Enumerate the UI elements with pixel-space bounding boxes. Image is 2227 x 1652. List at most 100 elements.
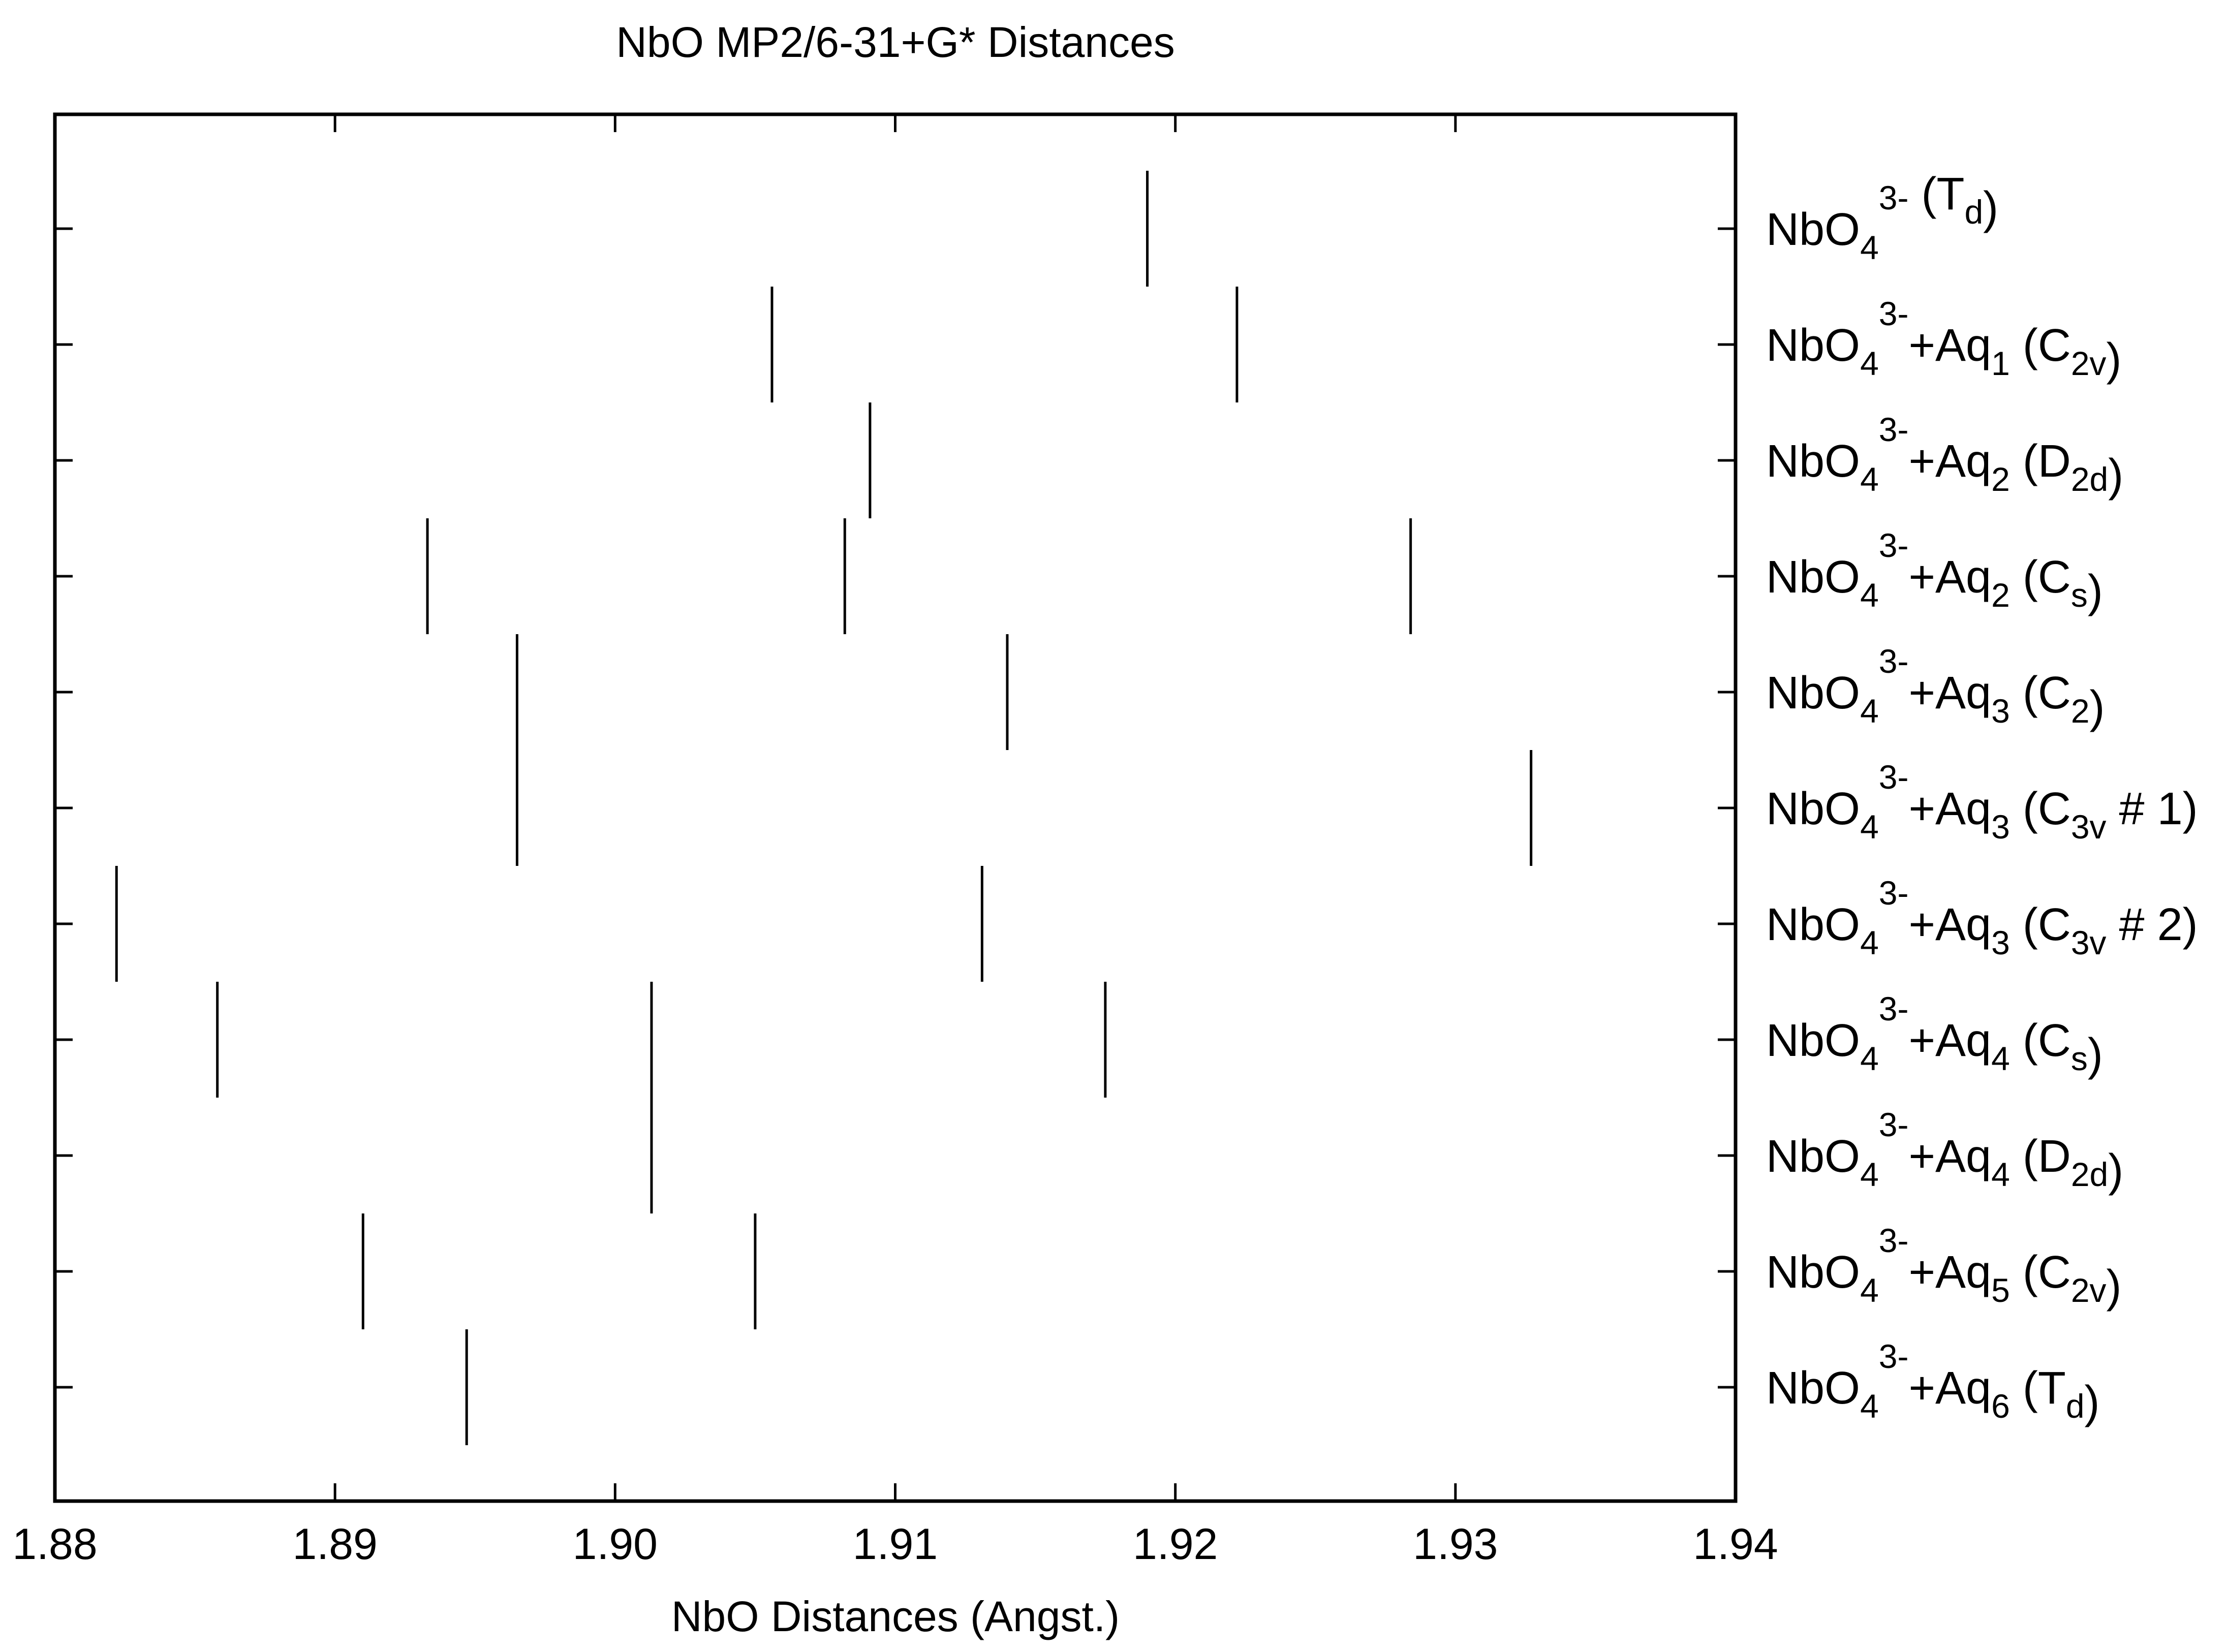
category-label-part: NbO: [1766, 1363, 1860, 1414]
category-label-close: ): [2090, 682, 2105, 733]
plot-frame: [53, 112, 1738, 1503]
category-label: NbO43-+Aq3 (C3v # 2): [1766, 874, 2198, 961]
category-label-part: NbO: [1766, 204, 1860, 255]
category-label-part: 2d: [2071, 460, 2108, 498]
category-label-part: 2: [1991, 576, 2010, 614]
category-label-part: 4: [1860, 345, 1879, 382]
category-label-spacer: (: [2010, 1015, 2038, 1066]
category-label-part: 3-: [1879, 642, 1909, 680]
category-label-part: 3: [1991, 692, 2010, 730]
category-label-part: 3-: [1879, 990, 1909, 1027]
category-label-part: 4: [1860, 576, 1879, 614]
category-label-part: Aq: [1935, 784, 1991, 834]
category-label-part: Aq: [1935, 1247, 1991, 1298]
category-label-part: 3-: [1879, 526, 1909, 564]
category-label-part: NbO: [1766, 1247, 1860, 1298]
category-label-spacer: (: [2010, 899, 2038, 950]
x-tick-label: 1.90: [573, 1520, 658, 1569]
category-label: NbO43-+Aq4 (Cs): [1766, 990, 2103, 1080]
category-label-spacer: (: [2010, 1247, 2038, 1298]
category-label-close: ): [2107, 1261, 2122, 1312]
category-label-part: 2d: [2071, 1156, 2108, 1193]
category-label-part: 3v: [2071, 808, 2107, 846]
category-label-part: 4: [1860, 924, 1879, 961]
x-tick-label: 1.89: [292, 1520, 377, 1569]
category-label: NbO43-+Aq3 (C2): [1766, 642, 2105, 733]
category-label-part: +: [1908, 668, 1935, 719]
category-label-part: NbO: [1766, 1131, 1860, 1182]
category-label-close: ): [2088, 1030, 2103, 1080]
category-label-part: NbO: [1766, 668, 1860, 719]
category-label-part: C: [2038, 1015, 2071, 1066]
category-label-part: Aq: [1935, 1363, 1991, 1414]
category-label-part: C: [2038, 1247, 2071, 1298]
category-label-close: ): [2088, 566, 2103, 617]
category-label-part: T: [2038, 1363, 2066, 1414]
x-tick-label: 1.93: [1413, 1520, 1498, 1569]
category-label-part: +: [1908, 1363, 1935, 1414]
category-label-part: 4: [1860, 1156, 1879, 1193]
category-label-part: NbO: [1766, 436, 1860, 487]
category-label-close: ): [2108, 1145, 2123, 1196]
category-label-part: D: [2038, 436, 2071, 487]
category-label-part: 4: [1991, 1156, 2010, 1193]
category-label-part: C: [2038, 552, 2071, 603]
category-label-part: +: [1908, 1131, 1935, 1182]
category-label-part: 5: [1991, 1271, 2010, 1309]
category-label-part: C: [2038, 668, 2071, 719]
y-axis-ticks: [55, 227, 1736, 1389]
category-label-part: C: [2038, 320, 2071, 371]
category-label-part: +: [1908, 320, 1935, 371]
category-labels: NbO43- (Td)NbO43-+Aq1 (C2v)NbO43-+Aq2 (D…: [1766, 169, 2198, 1428]
category-label-part: 3-: [1879, 1106, 1909, 1143]
category-label-part: +: [1908, 1015, 1935, 1066]
category-label-part: +: [1908, 436, 1935, 487]
category-label-part: # 2: [2107, 899, 2183, 950]
category-label-spacer: (: [2010, 436, 2038, 487]
category-label: NbO43- (Td): [1766, 169, 1998, 266]
category-label-part: s: [2071, 1040, 2088, 1077]
category-label-part: 2v: [2071, 345, 2107, 382]
category-label-part: +: [1908, 784, 1935, 834]
category-label-part: 3-: [1879, 295, 1909, 332]
category-label-part: 3-: [1879, 758, 1909, 796]
category-label-part: # 1: [2107, 784, 2183, 834]
category-label-spacer: (: [2010, 784, 2038, 834]
category-label: NbO43-+Aq3 (C3v # 1): [1766, 758, 2198, 846]
category-label-part: d: [2066, 1387, 2085, 1425]
category-label-part: Aq: [1935, 436, 1991, 487]
category-label-part: s: [2071, 576, 2088, 614]
category-label: NbO43-+Aq2 (Cs): [1766, 526, 2103, 617]
category-label-close: ): [2085, 1377, 2100, 1428]
category-label-part: 4: [1860, 1040, 1879, 1077]
category-label-part: 4: [1860, 460, 1879, 498]
category-label-part: NbO: [1766, 784, 1860, 834]
category-label-part: C: [2038, 784, 2071, 834]
category-label-part: +: [1908, 552, 1935, 603]
category-label: NbO43-+Aq4 (D2d): [1766, 1106, 2123, 1196]
category-label-spacer: (: [2010, 1131, 2038, 1182]
category-label-part: 6: [1991, 1387, 2010, 1425]
category-label-part: 2v: [2071, 1271, 2107, 1309]
category-label-close: ): [2107, 334, 2122, 385]
x-axis-label: NbO Distances (Angst.): [671, 1593, 1120, 1640]
category-label-part: NbO: [1766, 899, 1860, 950]
category-label-part: Aq: [1935, 320, 1991, 371]
x-axis-ticks: [53, 114, 1737, 1501]
category-label-close: ): [1983, 183, 1998, 234]
category-label-part: +: [1908, 1247, 1935, 1298]
category-label-part: 3-: [1879, 411, 1909, 448]
category-label-spacer: (: [2010, 552, 2038, 603]
category-label-part: Aq: [1935, 1015, 1991, 1066]
category-label-part: Aq: [1935, 899, 1991, 950]
category-label-part: 4: [1860, 1387, 1879, 1425]
category-label-spacer: (: [1908, 169, 1936, 220]
category-label-spacer: (: [2010, 1363, 2038, 1414]
category-label-close: ): [2183, 784, 2198, 834]
category-label-part: 4: [1860, 229, 1879, 266]
category-label-part: NbO: [1766, 320, 1860, 371]
chart-title: NbO MP2/6-31+G* Distances: [616, 18, 1174, 66]
category-label-part: d: [1964, 193, 1983, 231]
category-label-part: 1: [1991, 345, 2010, 382]
